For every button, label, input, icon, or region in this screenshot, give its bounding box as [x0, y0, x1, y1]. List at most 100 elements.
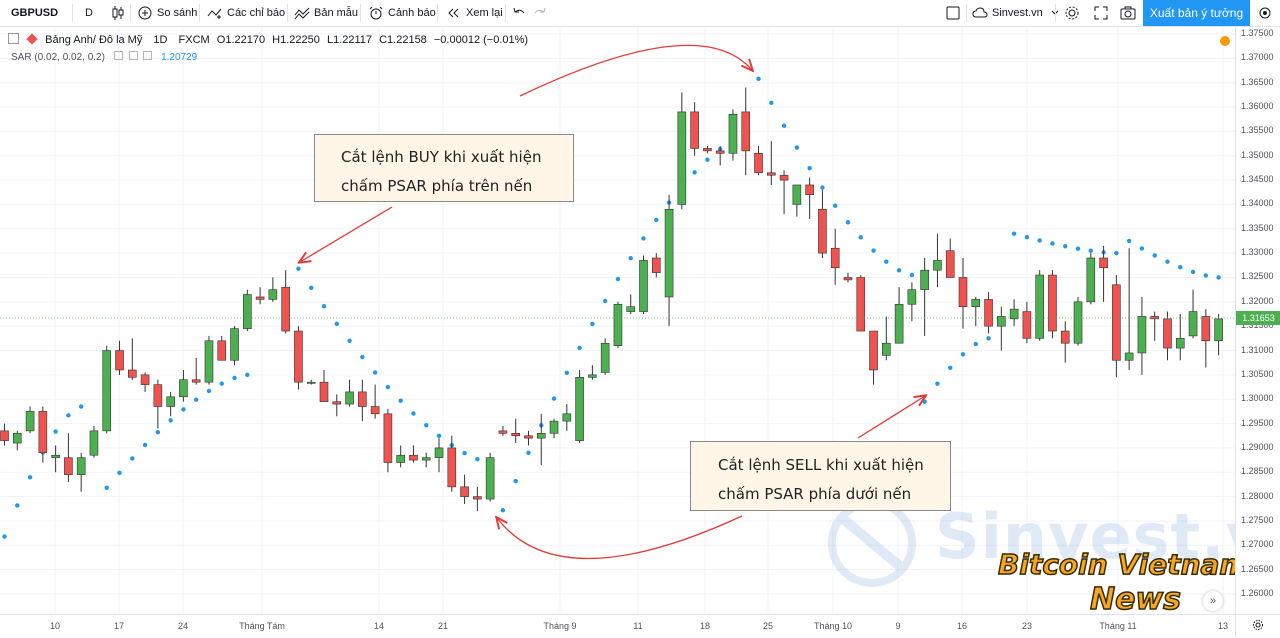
candle-body: [703, 148, 712, 152]
indicator-name[interactable]: SAR (0.02, 0.02, 0.2): [11, 52, 105, 63]
current-price-badge: 1.31653: [1236, 311, 1280, 325]
compare-button[interactable]: So sánh: [137, 0, 197, 26]
candle-body: [639, 260, 648, 312]
candle: [1201, 309, 1211, 368]
price-tick-label: 1.36000: [1241, 101, 1274, 112]
candle: [805, 177, 814, 220]
account-button[interactable]: Sinvest.vn: [972, 0, 1063, 26]
candle: [562, 404, 572, 431]
templates-button[interactable]: Bản mẫu: [294, 0, 358, 26]
time-tick-label: 18: [699, 621, 711, 631]
psar-dot: [590, 321, 595, 327]
psar-dot: [526, 450, 531, 455]
price-axis[interactable]: 1.37500 1.37000 1.36500 1.36000 1.35500 1.350…: [1220, 27, 1280, 614]
candle: [370, 384, 380, 419]
psar-dot: [321, 303, 327, 309]
candle: [153, 379, 163, 429]
candle-body: [1175, 338, 1185, 349]
replay-button[interactable]: Xem lại: [446, 0, 503, 26]
psar-dot: [232, 375, 237, 381]
psar-dot: [871, 248, 876, 253]
candle: [575, 370, 584, 444]
layout-toggle-button[interactable]: [945, 0, 961, 26]
notification-dot[interactable]: [1220, 36, 1230, 46]
market-status-icon: [26, 33, 38, 45]
candle: [447, 435, 457, 492]
candle: [1099, 245, 1108, 302]
collapse-icon[interactable]: [8, 33, 19, 44]
indicator-legend: SAR (0.02, 0.02, 0.2) 1.20729: [11, 51, 197, 63]
candle-body: [294, 330, 303, 383]
redo-button[interactable]: [532, 0, 548, 26]
candle: [626, 294, 636, 314]
candle: [933, 233, 942, 288]
candle-body: [1073, 301, 1083, 344]
fullscreen-icon: [1093, 5, 1109, 21]
candle: [319, 370, 329, 402]
settings-button[interactable]: [1064, 0, 1080, 26]
interval-button[interactable]: D: [85, 0, 93, 26]
candle: [38, 406, 48, 463]
replay-label: Xem lại: [466, 7, 503, 19]
candle-body: [306, 381, 316, 384]
candle-body: [1137, 316, 1147, 354]
candle-body: [166, 396, 175, 407]
psar-dot: [1203, 273, 1209, 278]
candle: [294, 326, 303, 390]
indicators-button[interactable]: Các chỉ báo: [207, 0, 285, 26]
toolbar-divider: [1055, 4, 1056, 22]
fullscreen-button[interactable]: [1093, 0, 1109, 26]
templates-label: Bản mẫu: [314, 7, 359, 19]
candle: [958, 258, 968, 329]
candle: [1137, 296, 1147, 375]
psar-dot: [743, 134, 748, 139]
candle: [830, 228, 840, 285]
news-watermark: News: [1089, 581, 1182, 618]
time-axis[interactable]: 10 17 24 Tháng Tám 14 21 Tháng 9 11 18 25 Tháng 10…: [0, 614, 1235, 638]
candle: [728, 109, 738, 161]
price-tick-label: 1.31000: [1241, 344, 1274, 355]
candle-body: [421, 457, 431, 461]
candle-body: [140, 374, 150, 385]
indicator-eye-icon[interactable]: [113, 51, 123, 60]
live-toggle-button[interactable]: [1257, 0, 1273, 26]
candle-body: [0, 430, 9, 441]
candle-body: [741, 111, 751, 152]
compare-label: So sánh: [157, 7, 198, 19]
candle: [204, 335, 214, 385]
candle: [792, 184, 802, 217]
candle: [1035, 270, 1044, 341]
time-tick-label: Tháng 11: [1099, 621, 1137, 631]
candle: [1175, 314, 1185, 361]
indicator-remove-icon[interactable]: [143, 51, 153, 60]
scroll-to-realtime-button[interactable]: »: [1203, 591, 1223, 611]
candle: [945, 238, 955, 278]
snapshot-button[interactable]: [1120, 0, 1136, 26]
candle-body: [830, 247, 840, 269]
psar-dot: [602, 298, 608, 304]
candle: [396, 445, 405, 468]
undo-button[interactable]: [511, 0, 527, 26]
alarm-clock-icon: [368, 5, 384, 21]
axis-settings-button[interactable]: [1235, 614, 1280, 637]
chart-style-button[interactable]: [110, 0, 126, 26]
psar-dot: [487, 460, 493, 465]
psar-dot: [334, 321, 339, 327]
rewind-icon: [446, 5, 462, 21]
candle: [191, 357, 201, 385]
psar-dot: [424, 423, 429, 428]
indicator-settings-icon[interactable]: [128, 51, 138, 60]
time-tick-label: 14: [373, 621, 385, 631]
candle-body: [102, 350, 112, 432]
symbol-search-button[interactable]: GBPUSD: [11, 0, 58, 26]
publish-idea-button[interactable]: Xuất bản ý tưởng: [1143, 0, 1250, 26]
time-tick-label: 10: [49, 621, 61, 631]
cloud-icon: [972, 5, 988, 21]
candle: [690, 102, 699, 156]
alert-button[interactable]: Cảnh báo: [368, 0, 436, 26]
candle: [766, 141, 776, 185]
legend-change: −0.00012 (−0.01%): [433, 34, 529, 46]
psar-dot: [935, 381, 940, 386]
psar-dot: [181, 407, 186, 412]
time-tick-label: Tháng Tám: [239, 621, 285, 631]
